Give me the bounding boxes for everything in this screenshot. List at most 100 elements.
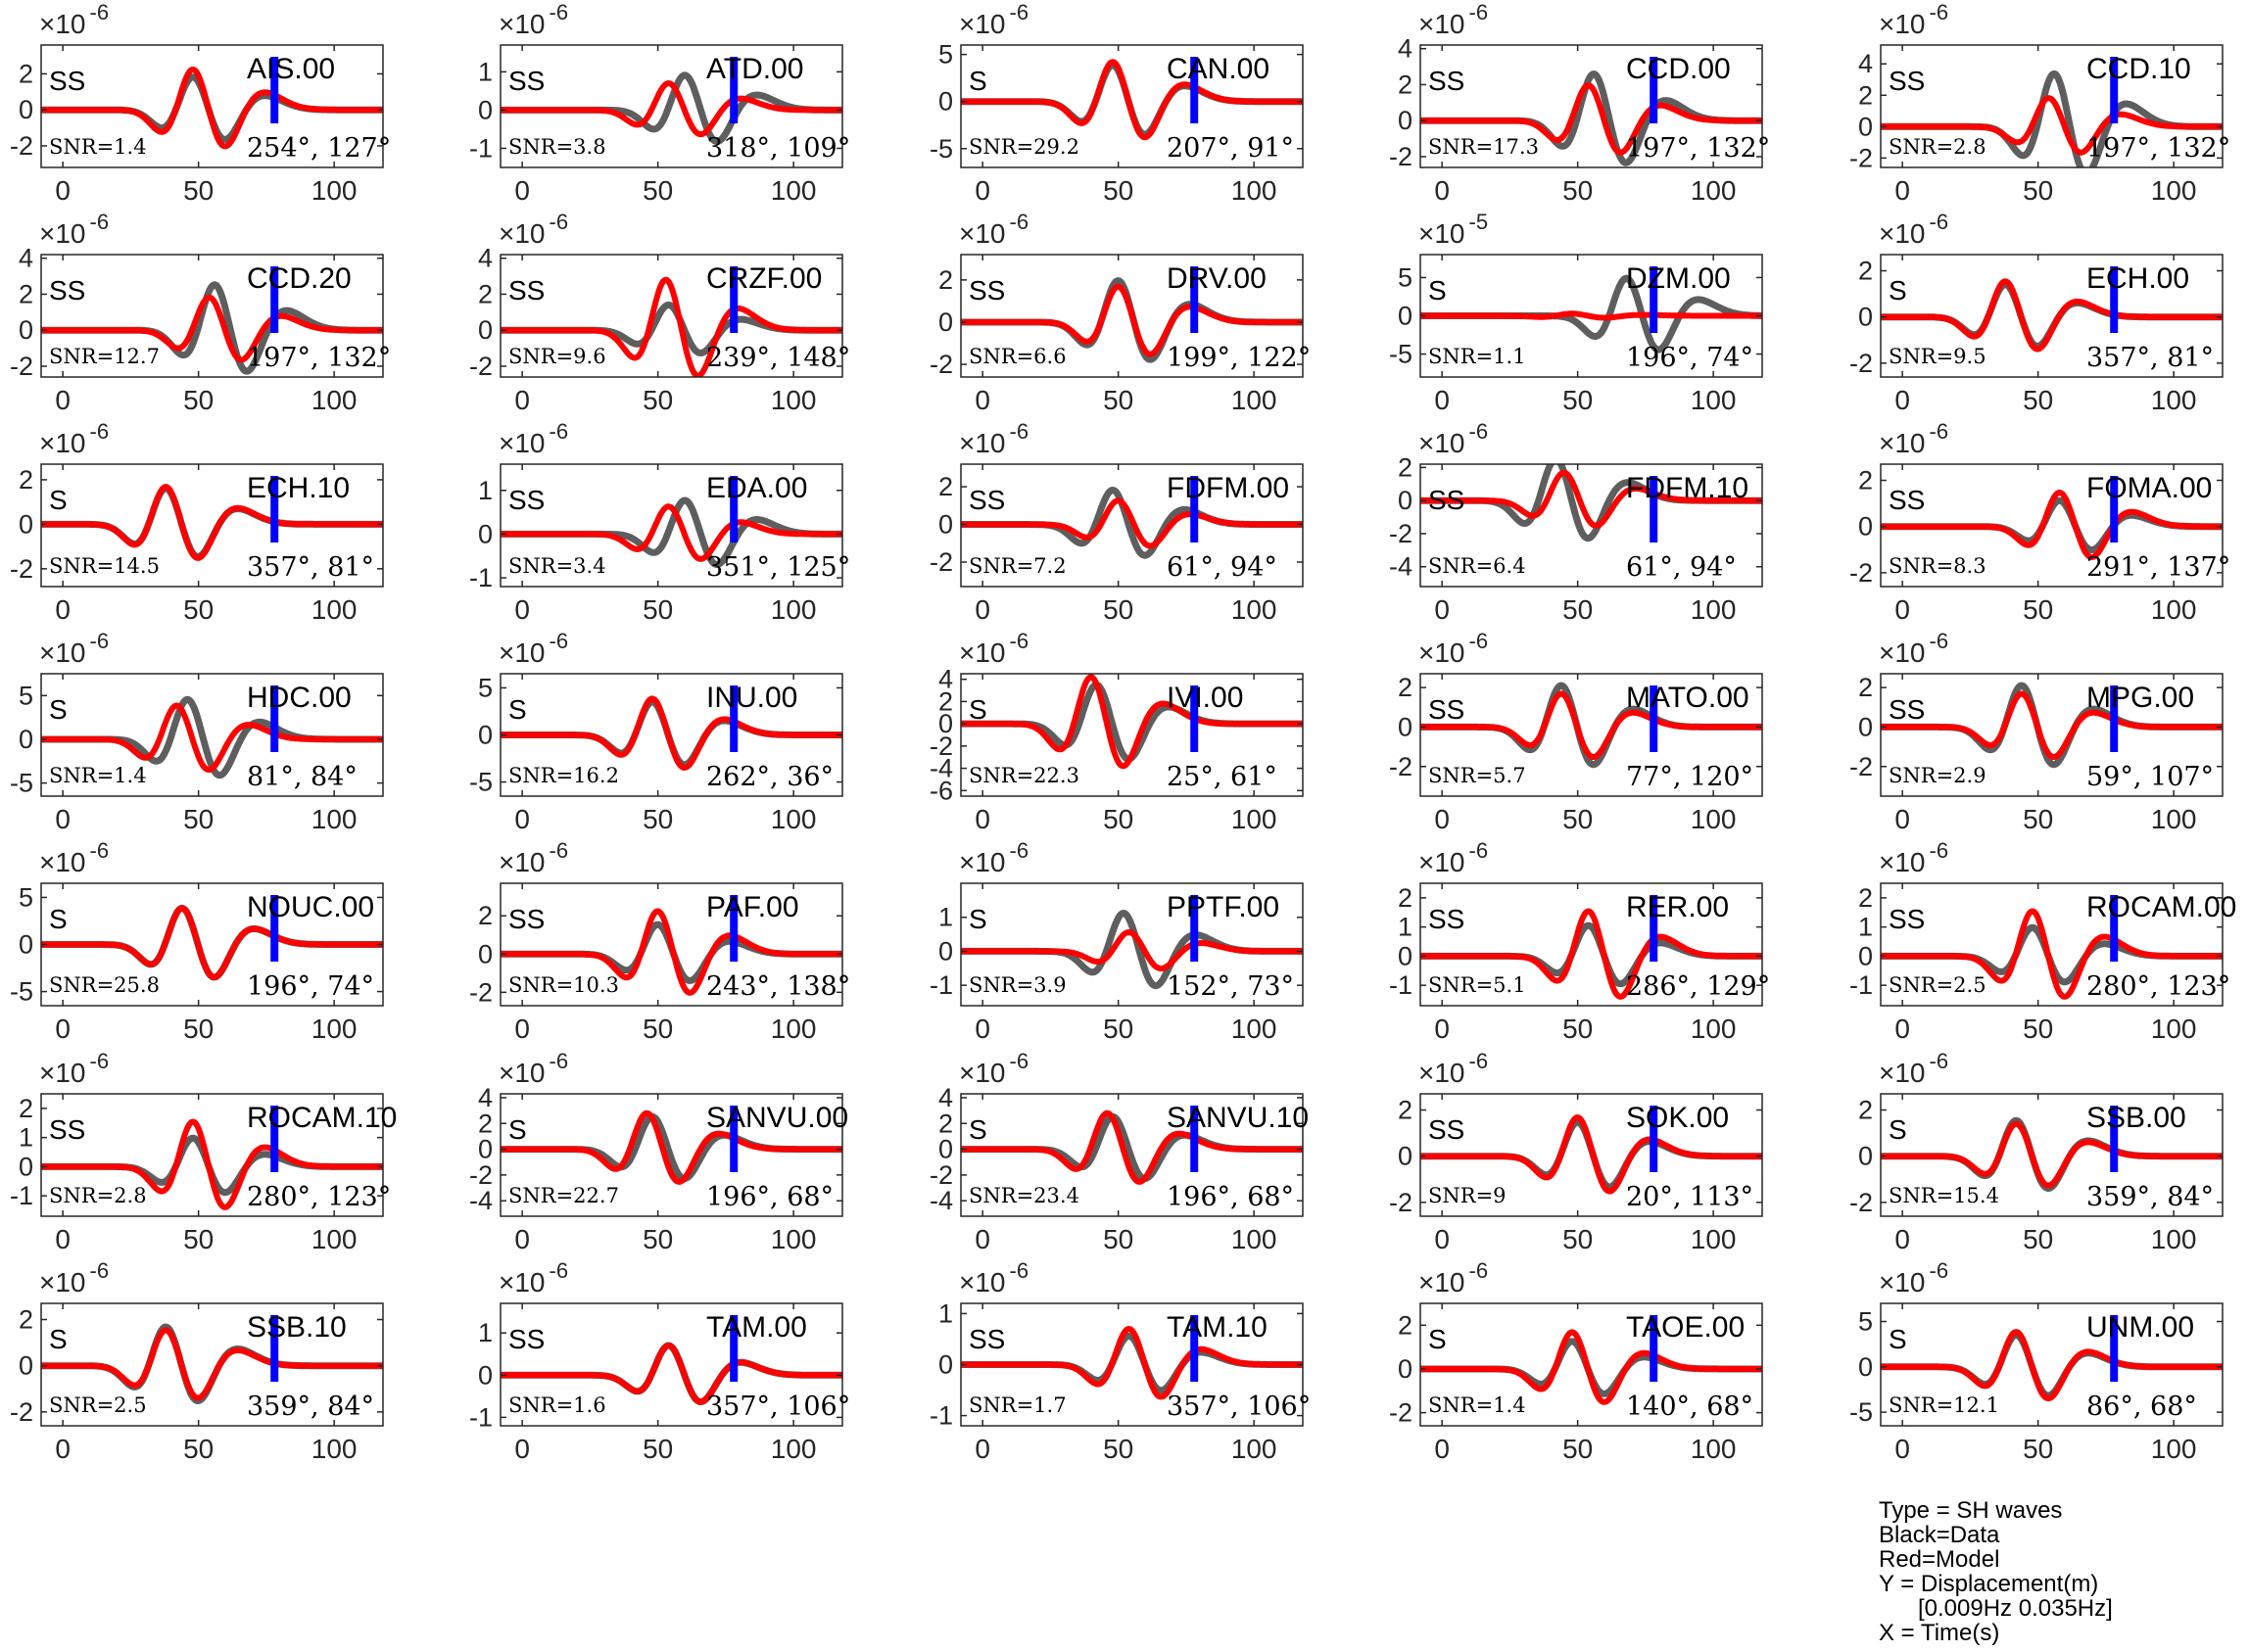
y-tick-label: 0: [19, 930, 33, 960]
station-label: DRV.00: [1167, 262, 1267, 295]
phase-label: SS: [969, 1324, 1005, 1354]
azimuth-distance-label: 81°, 84°: [247, 762, 358, 792]
exponent-label: ×10 -6: [39, 0, 109, 39]
phase-label: SS: [969, 275, 1005, 306]
azimuth-distance-label: 197°, 132°: [247, 343, 391, 373]
phase-label: SS: [1428, 485, 1464, 515]
x-tick-label: 100: [1231, 175, 1277, 206]
axes-box: [40, 463, 384, 588]
subplot-taoe-00: -2 0 2 0 50 100 ×10 -6 S TAOE.00 SNR=1.4 140°, 68°: [1389, 1258, 1763, 1464]
x-tick-label: 50: [2023, 1224, 2053, 1254]
azimuth-distance-label: 262°, 36°: [706, 762, 834, 792]
subplot-ccd-00: -2 0 2 4 0 50 100 ×10 -6 SS CCD.00 SNR=17.3 197°, 13…: [1389, 0, 1770, 206]
subplot-ssb-00: -2 0 2 0 50 100 ×10 -6 S SSB.00 SNR=15.4 359°, 84°: [1849, 1049, 2224, 1254]
snr-label: SNR=3.9: [969, 973, 1067, 997]
arrival-marker: [730, 476, 739, 543]
model-trace: [961, 929, 1303, 971]
y-tick-label: 4: [938, 1083, 953, 1112]
arrival-marker: [1650, 266, 1658, 333]
x-tick-label: 50: [1103, 804, 1133, 834]
station-label: CCD.00: [1626, 53, 1731, 85]
station-label: SSB.10: [247, 1311, 347, 1344]
exponent-label: ×10 -6: [1879, 838, 1948, 877]
snr-label: SNR=1.6: [508, 1393, 606, 1417]
station-label: DZM.00: [1626, 262, 1731, 295]
x-tick-label: 50: [2023, 1014, 2053, 1044]
y-tick-label: -2: [469, 352, 493, 381]
station-label: CCD.20: [247, 262, 352, 295]
x-tick-label: 100: [311, 594, 358, 625]
azimuth-distance-label: 291°, 137°: [2086, 552, 2230, 583]
x-tick-label: 50: [1103, 1224, 1133, 1254]
axes-box: [1880, 882, 2224, 1007]
azimuth-distance-label: 207°, 91°: [1167, 133, 1294, 164]
axes-box: [1419, 1302, 1763, 1427]
azimuth-distance-label: 243°, 138°: [706, 971, 850, 1002]
x-tick-label: 100: [1691, 1014, 1737, 1044]
axes-box: [1880, 44, 2224, 168]
y-tick-label: 2: [478, 1109, 493, 1138]
phase-label: S: [1889, 1114, 1907, 1145]
x-tick-label: 50: [1562, 175, 1593, 206]
exponent-label: ×10 -6: [39, 838, 109, 877]
arrival-marker: [1650, 895, 1658, 962]
station-label: TAOE.00: [1626, 1311, 1745, 1344]
exponent-label: ×10 -6: [1879, 419, 1948, 458]
phase-label: S: [508, 694, 527, 725]
station-label: MPG.00: [2086, 682, 2194, 714]
station-label: SANVU.10: [1167, 1102, 1309, 1134]
snr-label: SNR=3.4: [508, 554, 606, 578]
phase-label: SS: [508, 275, 545, 306]
x-tick-label: 50: [643, 1014, 673, 1044]
y-tick-label: 0: [1858, 1352, 1873, 1382]
y-tick-label: 0: [19, 1152, 33, 1181]
y-tick-label: 4: [938, 665, 953, 694]
subplot-atd-00: -1 0 1 0 50 100 ×10 -6 SS ATD.00 SNR=3.8 318°, 109°: [469, 0, 850, 206]
x-tick-label: 0: [1894, 1224, 1910, 1254]
exponent-label: ×10 -6: [959, 0, 1029, 39]
y-tick-label: -5: [10, 977, 33, 1007]
subplot-ech-10: -2 0 2 0 50 100 ×10 -6 S ECH.10 SNR=14.5 357°, 81°: [10, 419, 384, 625]
axes-box: [1880, 463, 2224, 588]
phase-label: S: [969, 694, 987, 725]
x-tick-label: 0: [55, 175, 71, 206]
y-tick-label: 2: [1858, 466, 1873, 496]
model-trace: [961, 283, 1303, 357]
x-tick-label: 100: [771, 804, 817, 834]
station-label: FOMA.00: [2086, 472, 2212, 504]
y-tick-label: 2: [478, 279, 493, 308]
y-tick-label: 0: [478, 315, 493, 345]
exponent-label: ×10 -6: [1418, 1258, 1488, 1298]
x-tick-label: 50: [1562, 1224, 1593, 1254]
model-trace: [1420, 469, 1762, 529]
station-label: MATO.00: [1626, 682, 1749, 714]
x-tick-label: 0: [1894, 804, 1910, 834]
y-tick-label: 2: [19, 1305, 33, 1335]
y-tick-label: -2: [930, 547, 953, 577]
y-tick-label: -2: [1849, 558, 1873, 588]
station-label: SSB.00: [2086, 1102, 2186, 1134]
subplot-ais-00: -2 0 2 0 50 100 ×10 -6 SS AIS.00 SNR=1.4 254°, 127°: [10, 0, 391, 206]
y-tick-label: -2: [1849, 752, 1873, 781]
y-tick-label: 2: [1398, 673, 1412, 702]
x-tick-label: 100: [1691, 385, 1737, 415]
snr-label: SNR=8.3: [1889, 554, 1986, 578]
subplot-tam-00: -1 0 1 0 50 100 ×10 -6 SS TAM.00 SNR=1.6 357°, 106°: [469, 1258, 850, 1464]
y-tick-label: 0: [938, 87, 953, 117]
azimuth-distance-label: 351°, 125°: [706, 552, 850, 583]
snr-label: SNR=17.3: [1428, 135, 1539, 159]
exponent-label: ×10 -6: [499, 629, 568, 668]
y-tick-label: -1: [1389, 970, 1412, 1000]
x-tick-label: 50: [643, 804, 673, 834]
exponent-label: ×10 -6: [499, 210, 568, 249]
subplot-crzf-00: -2 0 2 4 0 50 100 ×10 -6 SS CRZF.00 SNR=9.6 239°, 14…: [469, 210, 850, 415]
y-tick-label: -5: [469, 768, 493, 797]
y-tick-label: 2: [1398, 70, 1412, 99]
model-trace: [1881, 908, 2223, 1000]
phase-label: S: [49, 694, 68, 725]
arrival-marker: [1650, 1315, 1658, 1382]
y-tick-label: -2: [1389, 1188, 1412, 1217]
